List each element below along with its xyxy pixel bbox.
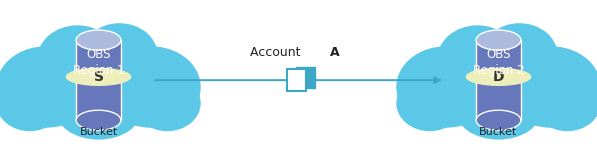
Ellipse shape (456, 81, 541, 140)
Ellipse shape (56, 81, 141, 140)
Ellipse shape (0, 75, 63, 131)
Circle shape (466, 68, 531, 86)
Text: OBS
Region 1: OBS Region 1 (73, 48, 124, 77)
Ellipse shape (76, 30, 121, 50)
Ellipse shape (481, 23, 558, 88)
Ellipse shape (134, 75, 201, 131)
Ellipse shape (534, 75, 597, 131)
Text: A: A (330, 46, 339, 59)
Bar (296, 67, 315, 88)
Bar (476, 40, 521, 120)
Text: OBS
Region 2: OBS Region 2 (473, 48, 524, 77)
Circle shape (66, 68, 131, 86)
Text: S: S (94, 70, 103, 84)
Text: Bucket: Bucket (479, 127, 518, 137)
Ellipse shape (81, 23, 158, 88)
Bar (287, 69, 306, 91)
Text: D: D (493, 70, 504, 84)
Ellipse shape (0, 46, 96, 128)
Text: Bucket: Bucket (79, 127, 118, 137)
Ellipse shape (501, 46, 597, 128)
Ellipse shape (36, 36, 161, 131)
Ellipse shape (476, 30, 521, 50)
Ellipse shape (396, 46, 496, 128)
Ellipse shape (76, 110, 121, 130)
Ellipse shape (38, 25, 118, 93)
Text: Account: Account (250, 46, 304, 59)
Ellipse shape (436, 36, 561, 131)
Ellipse shape (438, 25, 518, 93)
Ellipse shape (476, 110, 521, 130)
Ellipse shape (101, 46, 201, 128)
Ellipse shape (396, 75, 463, 131)
Bar (76, 40, 121, 120)
